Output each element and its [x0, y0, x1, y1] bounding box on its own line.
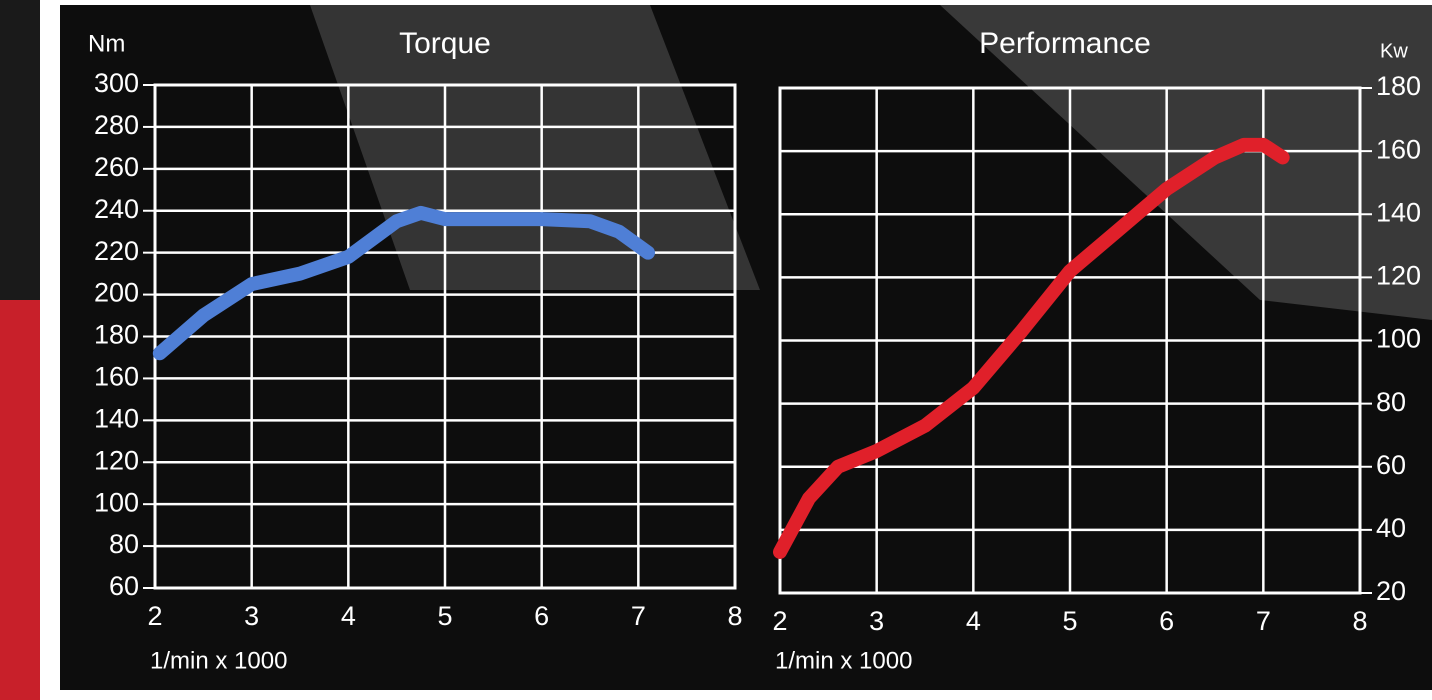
- x-tick-label: 5: [437, 601, 452, 631]
- side-photo-dark: [0, 0, 40, 300]
- y-tick-label: 40: [1376, 513, 1406, 543]
- x-tick-label: 4: [966, 606, 981, 636]
- y-tick-label: 20: [1376, 576, 1406, 606]
- x-axis-label: 1/min x 1000: [775, 647, 912, 674]
- x-tick-label: 2: [772, 606, 787, 636]
- x-tick-label: 4: [341, 601, 356, 631]
- y-tick-label: 80: [109, 529, 139, 559]
- y-tick-label: 220: [94, 236, 139, 266]
- x-tick-label: 3: [244, 601, 259, 631]
- data-line: [773, 137, 1290, 559]
- y-tick-label: 280: [94, 110, 139, 140]
- y-tick-label: 120: [1376, 261, 1421, 291]
- y-tick-label: 80: [1376, 387, 1406, 417]
- x-tick-label: 7: [1256, 606, 1271, 636]
- x-axis-label: 1/min x 1000: [150, 647, 287, 674]
- y-axis-label: Kw: [1380, 40, 1408, 62]
- y-tick-label: 100: [94, 487, 139, 517]
- x-tick-label: 8: [727, 601, 742, 631]
- y-tick-label: 180: [94, 320, 139, 350]
- x-tick-label: 7: [631, 601, 646, 631]
- chart-title: Torque: [399, 27, 491, 60]
- y-axis-label: Nm: [88, 30, 125, 57]
- y-tick-label: 140: [94, 403, 139, 433]
- decoration: [940, 5, 1432, 320]
- x-tick-label: 2: [147, 601, 162, 631]
- y-tick-label: 180: [1376, 71, 1421, 101]
- y-tick-label: 60: [1376, 450, 1406, 480]
- y-tick-label: 200: [94, 278, 139, 308]
- chart-title: Performance: [979, 27, 1151, 60]
- y-tick-label: 160: [1376, 134, 1421, 164]
- x-tick-label: 3: [869, 606, 884, 636]
- y-tick-label: 160: [94, 362, 139, 392]
- y-tick-label: 300: [94, 68, 139, 98]
- y-tick-label: 60: [109, 571, 139, 601]
- y-tick-label: 260: [94, 152, 139, 182]
- y-tick-label: 140: [1376, 197, 1421, 227]
- y-tick-label: 100: [1376, 324, 1421, 354]
- y-tick-label: 120: [94, 445, 139, 475]
- x-tick-label: 6: [1159, 606, 1174, 636]
- data-line: [152, 205, 655, 361]
- x-tick-label: 6: [534, 601, 549, 631]
- x-tick-label: 5: [1062, 606, 1077, 636]
- y-tick-label: 240: [94, 194, 139, 224]
- x-tick-label: 8: [1352, 606, 1367, 636]
